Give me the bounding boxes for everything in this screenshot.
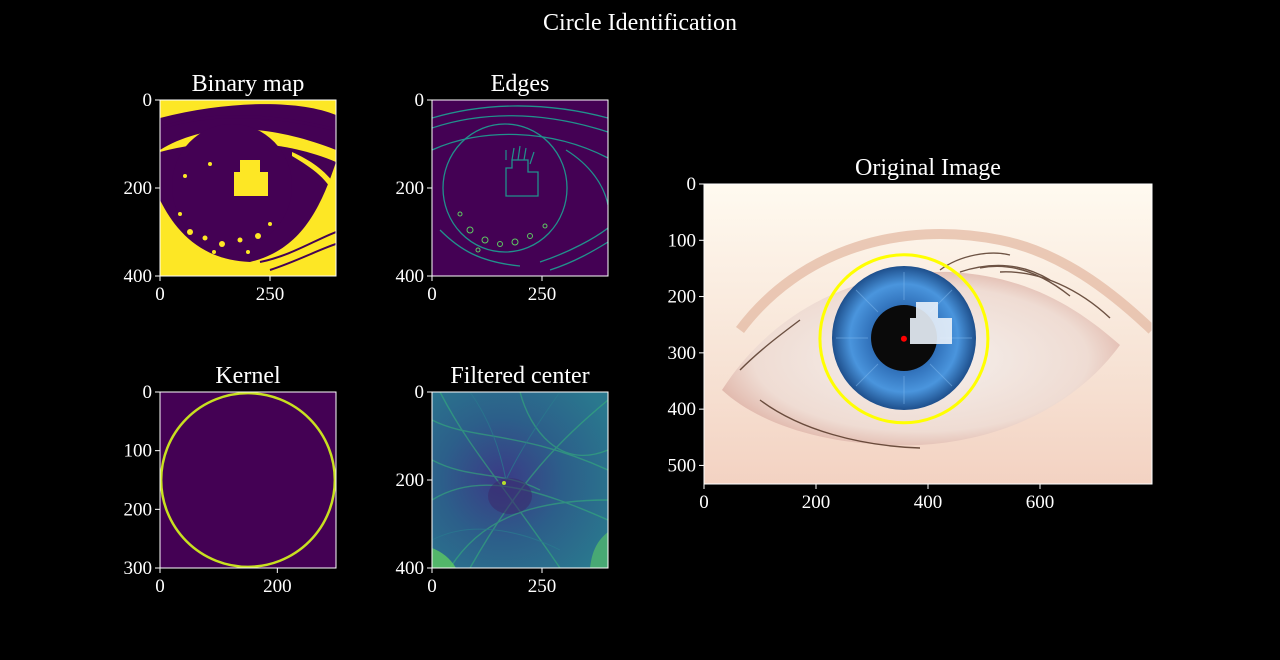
filtered-xtick-label: 250 bbox=[528, 576, 557, 597]
kernel-ytick-label: 300 bbox=[124, 558, 153, 579]
edges-image bbox=[432, 100, 608, 276]
original-image-panel: Original Image bbox=[668, 155, 1153, 513]
filtered-center-image bbox=[432, 392, 608, 568]
original-ytick-label: 300 bbox=[668, 343, 697, 364]
kernel-xtick-label: 200 bbox=[263, 576, 292, 597]
original-xtick-label: 0 bbox=[699, 492, 709, 513]
binary-map-panel: Binary map 0 250 0 200 400 bbox=[124, 71, 337, 305]
detected-circle bbox=[818, 253, 990, 425]
filtered-ytick-label: 200 bbox=[396, 470, 425, 491]
original-image-ticks: 0 200 400 600 0 100 200 300 400 500 bbox=[668, 174, 1055, 513]
binary-xtick-label: 0 bbox=[155, 284, 165, 305]
binary-map-ticks: 0 250 0 200 400 bbox=[124, 90, 285, 305]
original-ytick-label: 200 bbox=[668, 287, 697, 308]
original-xtick-label: 600 bbox=[1026, 492, 1055, 513]
original-ytick-label: 100 bbox=[668, 230, 697, 251]
original-xtick-label: 200 bbox=[802, 492, 831, 513]
binary-ytick-label: 200 bbox=[124, 178, 153, 199]
edges-ytick-label: 400 bbox=[396, 266, 425, 287]
original-ytick-label: 400 bbox=[668, 399, 697, 420]
edges-ytick-label: 200 bbox=[396, 178, 425, 199]
edges-panel: Edges bbox=[396, 71, 609, 305]
edges-xtick-label: 250 bbox=[528, 284, 557, 305]
original-ytick-label: 500 bbox=[668, 455, 697, 476]
kernel-ticks: 0 200 0 100 200 300 bbox=[124, 382, 292, 597]
kernel-frame bbox=[159, 391, 337, 569]
filtered-xtick-label: 0 bbox=[427, 576, 437, 597]
figure-title: Circle Identification bbox=[543, 10, 737, 36]
filtered-center-panel: Filtered center 0 250 0 200 400 bbox=[396, 363, 609, 597]
edges-ticks: 0 250 0 200 400 bbox=[396, 90, 557, 305]
filtered-ytick-label: 400 bbox=[396, 558, 425, 579]
binary-xtick-label: 250 bbox=[256, 284, 285, 305]
filtered-center-title: Filtered center bbox=[450, 363, 589, 389]
binary-map-image bbox=[160, 100, 336, 276]
kernel-panel: Kernel 0 200 0 100 200 300 bbox=[124, 363, 337, 597]
filtered-ytick-label: 0 bbox=[415, 382, 425, 403]
binary-ytick-label: 400 bbox=[124, 266, 153, 287]
kernel-image bbox=[160, 392, 336, 568]
kernel-ytick-label: 0 bbox=[143, 382, 153, 403]
filtered-center-ticks: 0 250 0 200 400 bbox=[396, 382, 557, 597]
edges-xtick-label: 0 bbox=[427, 284, 437, 305]
binary-map-title: Binary map bbox=[192, 71, 305, 97]
binary-ytick-label: 0 bbox=[143, 90, 153, 111]
original-image-title: Original Image bbox=[855, 155, 1001, 181]
edges-ytick-label: 0 bbox=[415, 90, 425, 111]
detected-center-dot bbox=[900, 335, 907, 342]
original-ytick-label: 0 bbox=[687, 174, 697, 195]
edges-title: Edges bbox=[491, 71, 550, 97]
original-xtick-label: 400 bbox=[914, 492, 943, 513]
kernel-ytick-label: 100 bbox=[124, 441, 153, 462]
original-eye-photo bbox=[704, 184, 1152, 484]
kernel-ring bbox=[160, 392, 336, 568]
kernel-title: Kernel bbox=[215, 363, 281, 389]
kernel-ytick-label: 200 bbox=[124, 499, 153, 520]
kernel-xtick-label: 0 bbox=[155, 576, 165, 597]
